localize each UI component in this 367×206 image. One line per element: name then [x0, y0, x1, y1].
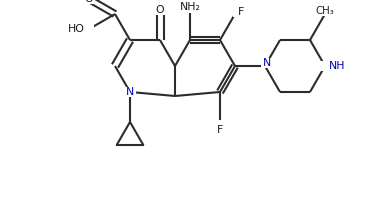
Text: CH₃: CH₃ — [316, 6, 334, 16]
Bar — [84, 0, 94, 4]
Text: O: O — [156, 5, 164, 15]
Text: F: F — [238, 7, 244, 17]
Bar — [233, 7, 243, 17]
Bar — [315, 6, 335, 16]
Text: NH: NH — [329, 61, 345, 71]
Text: N: N — [263, 58, 271, 68]
Bar — [76, 24, 94, 34]
Bar — [124, 87, 136, 97]
Text: O: O — [85, 0, 93, 4]
Bar — [181, 1, 199, 13]
Text: N: N — [126, 87, 134, 97]
Text: NH₂: NH₂ — [179, 2, 200, 12]
Text: F: F — [217, 125, 223, 135]
Text: HO: HO — [68, 24, 85, 34]
Bar — [320, 61, 338, 71]
Bar — [261, 58, 273, 68]
Bar — [215, 120, 225, 130]
Bar — [155, 5, 165, 15]
